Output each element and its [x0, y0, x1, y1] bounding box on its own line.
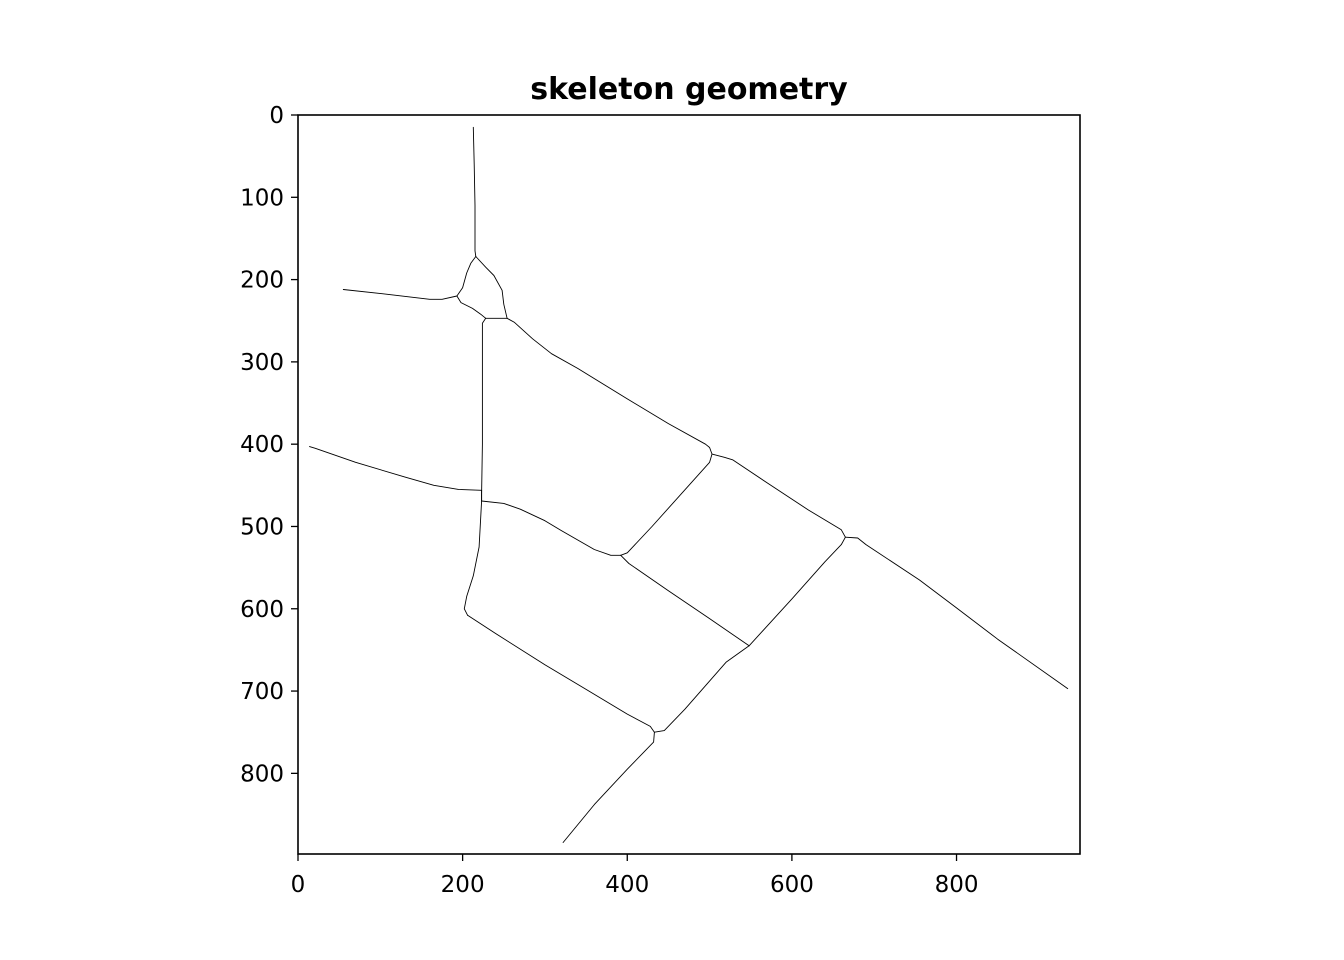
skeleton-segment [844, 536, 1069, 690]
skeleton-segment [748, 536, 846, 647]
skeleton-segment [620, 453, 713, 556]
skeleton-segment [653, 645, 750, 733]
skeleton-segment [463, 500, 483, 616]
skeleton-segment [342, 289, 458, 300]
plot-area-frame [297, 114, 1081, 855]
skeleton-segment [309, 446, 483, 491]
y-tick-label: 800 [240, 761, 284, 787]
skeleton-segment [506, 317, 713, 455]
x-tick-label: 800 [935, 872, 979, 898]
y-tick-label: 200 [240, 268, 284, 294]
y-tick-label: 600 [240, 597, 284, 623]
y-tick-label: 500 [240, 514, 284, 540]
skeleton-segment [562, 731, 655, 843]
y-tick-label: 100 [240, 185, 284, 211]
x-tick-label: 400 [605, 872, 649, 898]
x-tick-label: 200 [441, 872, 485, 898]
x-tick-label: 600 [770, 872, 814, 898]
y-tick-label: 700 [240, 679, 284, 705]
skeleton-lines [309, 126, 1069, 843]
skeleton-segment [620, 554, 750, 647]
y-tick-label: 0 [269, 103, 284, 129]
skeleton-segment [456, 256, 477, 297]
y-tick-label: 400 [240, 432, 284, 458]
skeleton-segment [472, 126, 477, 257]
skeleton-segment [456, 295, 487, 319]
x-tick-label: 0 [291, 872, 306, 898]
skeleton-segment [467, 614, 655, 733]
skeleton-segment [475, 256, 508, 319]
y-axis-ticks: 0 100 200 300 400 500 600 700 800 [240, 103, 298, 787]
x-axis-ticks: 0 200 400 600 800 [291, 854, 979, 898]
y-tick-label: 300 [240, 350, 284, 376]
skeleton-segment [711, 453, 846, 538]
chart-title: skeleton geometry [530, 72, 848, 107]
skeleton-segment [481, 500, 622, 556]
